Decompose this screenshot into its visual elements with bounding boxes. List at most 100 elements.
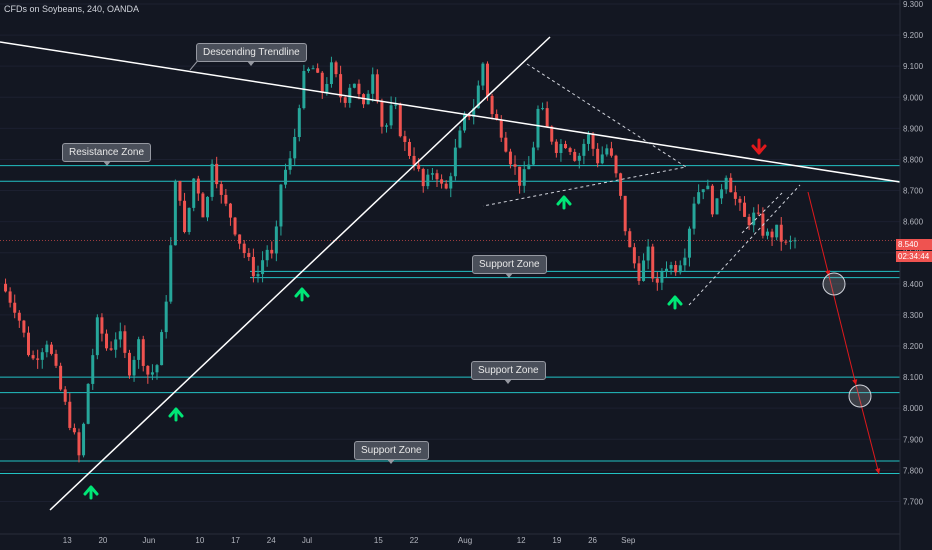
y-tick-label: 8.000 [903,404,924,413]
candle-body [715,198,719,215]
candle-body [95,317,99,356]
candle-body [463,114,467,131]
candle-body [394,104,398,106]
candle-body [261,260,265,275]
candle-body [398,104,402,137]
candle-body [247,253,251,257]
candle-body [339,74,343,98]
y-tick-label: 8.400 [903,280,924,289]
candle-body [201,193,205,218]
candle-body [279,184,283,227]
y-tick-label: 8.300 [903,311,924,320]
projection-arrow [828,275,857,386]
support-zone-label-middle: Support Zone [471,361,546,384]
candle-body [36,358,40,360]
candle-body [522,169,526,186]
candle-body [150,372,154,375]
projection-arrowhead [852,379,858,385]
candle-body [701,189,705,193]
candle-body [738,198,742,203]
candle-body [284,169,288,185]
candle-body [508,151,512,165]
y-tick-label: 8.200 [903,342,924,351]
candle-body [669,265,673,269]
candle-body [22,320,26,333]
candle-body [485,63,489,96]
candle-body [375,74,379,101]
candle-body [568,148,572,152]
x-tick-label: Sep [621,536,636,545]
candle-body [541,108,545,110]
candle-body [187,207,191,233]
candle-body [536,108,540,148]
support-zone-label-lower: Support Zone [354,441,429,464]
candle-body [224,194,228,204]
candle-body [775,224,779,238]
candle-body [68,401,72,428]
candle-body [270,249,274,254]
candle-body [196,178,200,194]
candle-body [251,256,255,277]
candle-body [586,134,590,144]
candle-body [527,164,531,170]
candle-body [504,137,508,152]
x-tick-label: 20 [98,536,107,545]
candle-body [412,155,416,165]
candle-body [784,241,788,243]
descending-trendline [0,41,901,183]
candle-body [155,365,159,373]
candle-body [481,63,485,86]
candle-body [646,246,650,261]
candle-body [137,339,141,360]
candle-body [91,355,95,384]
y-tick-label: 7.900 [903,435,924,444]
candle-body [4,283,8,292]
x-tick-label: 10 [195,536,204,545]
y-tick-label: 9.200 [903,31,924,40]
candle-body [531,147,535,165]
candle-body [600,154,604,164]
candle-body [674,265,678,273]
candle-body [660,271,664,283]
candle-body [706,185,710,190]
candle-body [173,181,177,246]
candle-body [605,148,609,155]
x-tick-label: 24 [267,536,276,545]
candle-body [45,344,49,353]
candle-body [178,181,182,201]
y-tick-label: 9.000 [903,93,924,102]
candle-body [31,355,35,359]
x-tick-label: 15 [374,536,383,545]
candle-body [743,202,747,217]
candle-body [499,119,503,138]
candle-body [325,84,329,93]
candle-body [380,100,384,127]
candle-body [334,62,338,75]
candle-body [169,245,173,302]
candle-body [146,365,150,375]
candle-body [513,164,517,167]
candle-body [329,62,333,85]
candle-body [752,212,756,226]
candle-body [160,332,164,366]
candle-body [577,155,581,161]
candle-body [609,148,613,156]
candle-body [26,332,30,356]
target-circle [848,384,872,408]
countdown-tag: 02:34:44 [896,251,932,262]
x-tick-label: Jul [302,536,312,545]
candle-body [17,312,21,321]
candle-body [297,108,301,138]
projection-arrow [807,191,830,277]
candle-body [288,158,292,170]
candle-body [40,352,44,360]
candle-body [100,317,104,334]
candle-body [389,105,393,126]
candle-body [59,365,63,390]
candle-body [573,151,577,161]
chart-title: CFDs on Soybeans, 240, OANDA [4,4,140,14]
candle-body [127,352,131,376]
x-axis[interactable]: 13 20 Jun 10 17 24 Jul 15 22 Aug 12 19 26 Sep [0,533,900,545]
